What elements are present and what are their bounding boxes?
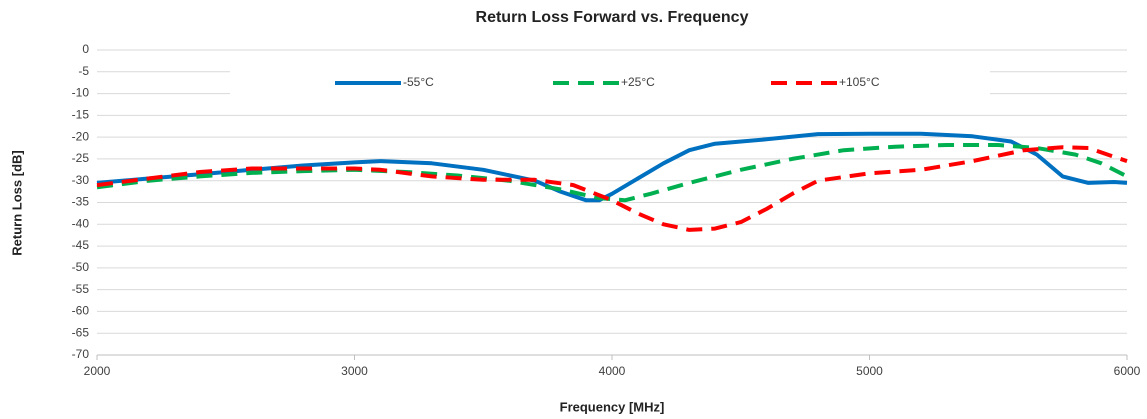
line-series (96, 145, 1128, 232)
y-tick-label: -5 (78, 64, 89, 78)
y-tick-label: -70 (72, 347, 90, 361)
y-tick-label: -40 (72, 216, 90, 230)
y-tick-label: -35 (72, 195, 90, 209)
x-tick-label: 6000 (1114, 364, 1141, 378)
y-tick-label: -65 (72, 325, 90, 339)
y-tick-label: -20 (72, 129, 90, 143)
y-tick-label: -30 (72, 173, 90, 187)
x-axis-title: Frequency [MHz] (560, 399, 665, 414)
x-tick-label: 5000 (856, 364, 883, 378)
chart-title: Return Loss Forward vs. Frequency (476, 9, 749, 26)
y-tick-label: -45 (72, 238, 90, 252)
y-tick-label: -55 (72, 282, 90, 296)
legend-label: +25°C (621, 75, 655, 89)
y-tick-label: -25 (72, 151, 90, 165)
y-axis-title: Return Loss [dB] (9, 150, 24, 255)
x-tick-label: 3000 (341, 364, 368, 378)
legend-label: +105°C (839, 75, 880, 89)
legend-label: -55°C (403, 75, 434, 89)
x-tick-label: 2000 (84, 364, 111, 378)
y-tick-label: -10 (72, 86, 90, 100)
x-tick-label: 4000 (599, 364, 626, 378)
y-tick-label: -50 (72, 260, 90, 274)
y-tick-label: 0 (82, 42, 89, 56)
y-tick-label: -15 (72, 108, 90, 122)
y-tick-label: -60 (72, 304, 90, 318)
